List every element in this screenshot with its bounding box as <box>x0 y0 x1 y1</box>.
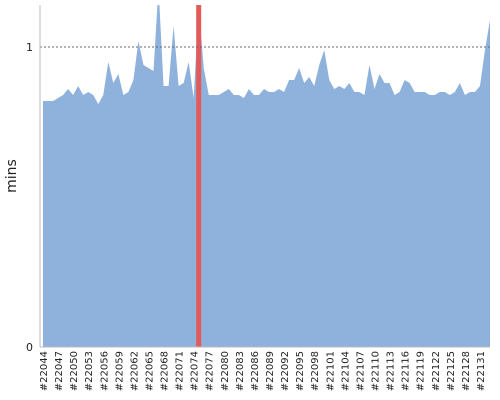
y-axis-label: mins <box>4 159 20 193</box>
x-tick-label: #22119 <box>416 351 427 391</box>
x-tick-label: #22125 <box>446 351 457 391</box>
x-tick-label: #22056 <box>99 351 110 391</box>
x-tick-label: #22059 <box>114 351 125 391</box>
x-tick-label: #22116 <box>401 351 412 391</box>
x-tick-label: #22104 <box>340 351 351 391</box>
x-tick-label: #22065 <box>144 351 155 391</box>
x-tick-label: #22050 <box>69 351 80 391</box>
x-tick-label: #22071 <box>175 351 186 391</box>
x-tick-label: #22098 <box>310 351 321 391</box>
x-tick-label: #22101 <box>325 351 336 391</box>
x-tick-label: #22092 <box>280 351 291 391</box>
highlight-line <box>196 5 202 347</box>
x-tick-label: #22083 <box>235 351 246 391</box>
plot <box>43 5 490 347</box>
x-tick-label: #22089 <box>265 351 276 391</box>
x-tick-label: #22113 <box>386 351 397 391</box>
x-tick-label: #22080 <box>220 351 231 391</box>
x-tick-label: #22068 <box>160 351 171 391</box>
x-tick-label: #22110 <box>370 351 381 391</box>
y-tick-label: 1 <box>26 41 33 54</box>
x-tick-label: #22131 <box>476 351 487 391</box>
x-tick-label: #22047 <box>54 351 65 391</box>
area <box>43 5 490 347</box>
x-tick-label: #22053 <box>84 351 95 391</box>
x-tick-label: #22128 <box>461 351 472 391</box>
x-tick-label: #22077 <box>205 351 216 391</box>
x-tick-label: #22122 <box>431 351 442 391</box>
x-tick-label: #22095 <box>295 351 306 391</box>
x-tick-label: #22107 <box>355 351 366 391</box>
x-tick-label: #22044 <box>39 351 50 391</box>
x-tick-label: #22074 <box>190 351 201 391</box>
x-tick-label: #22086 <box>250 351 261 391</box>
x-tick-label: #22062 <box>129 351 140 391</box>
y-tick-label: 0 <box>26 341 33 354</box>
